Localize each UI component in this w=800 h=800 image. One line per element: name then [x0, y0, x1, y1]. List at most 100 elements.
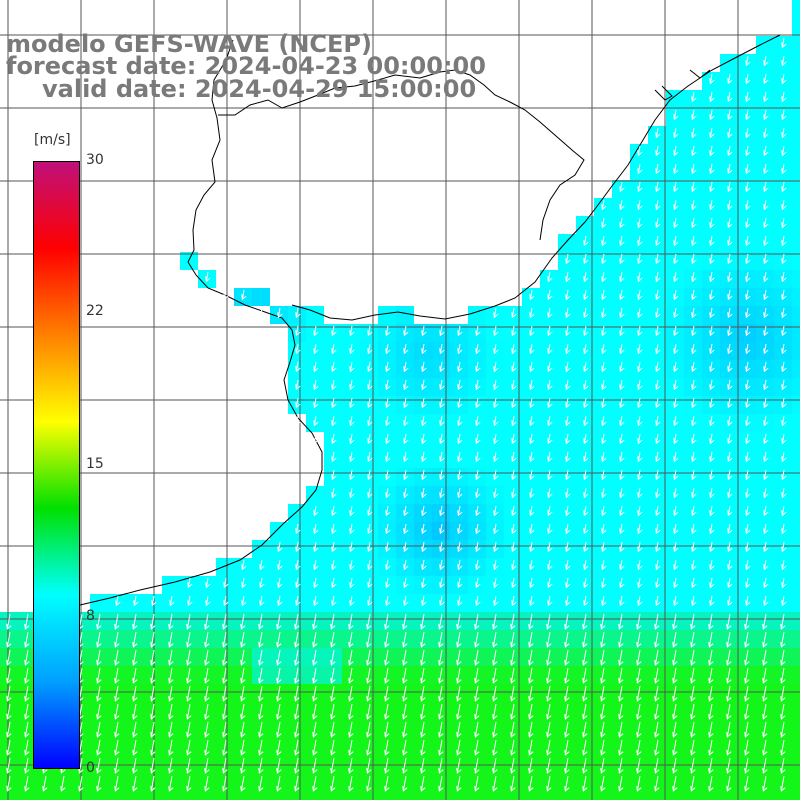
wind-arrow: [457, 325, 463, 337]
wind-arrow: [439, 577, 445, 589]
speed-cell: [162, 792, 180, 800]
wind-arrow: [709, 127, 715, 139]
wind-arrow: [618, 613, 624, 630]
wind-arrow: [619, 415, 625, 427]
wind-arrow: [781, 415, 787, 427]
wind-arrow: [438, 739, 444, 756]
wind-arrow: [492, 685, 498, 702]
wind-arrow: [421, 451, 427, 463]
wind-arrow: [727, 361, 733, 373]
wind-arrow: [709, 595, 715, 607]
wind-arrow: [295, 343, 301, 355]
wind-arrow: [24, 667, 30, 684]
wind-arrow: [727, 559, 733, 571]
wind-arrow: [475, 343, 481, 355]
wind-arrow: [691, 109, 697, 121]
wind-arrow: [114, 721, 120, 738]
wind-arrow: [763, 343, 769, 355]
wind-arrow: [600, 757, 606, 774]
wind-arrow: [673, 199, 679, 211]
wind-arrow: [709, 217, 715, 229]
wind-arrow: [294, 703, 300, 720]
wind-arrow: [600, 703, 606, 720]
wind-arrow: [546, 649, 552, 666]
wind-arrow: [637, 145, 643, 157]
wind-arrow: [637, 307, 643, 319]
wind-arrow: [168, 667, 174, 684]
wind-arrow: [240, 685, 246, 702]
wind-arrow: [511, 397, 517, 409]
wind-arrow: [763, 199, 769, 211]
wind-arrow: [348, 613, 354, 630]
wind-arrow: [96, 739, 102, 756]
wind-arrow: [186, 739, 192, 756]
wind-arrow: [583, 235, 589, 247]
wind-arrow: [348, 631, 354, 648]
wind-arrow: [403, 505, 409, 517]
wind-arrow: [763, 541, 769, 553]
wind-arrow: [726, 757, 732, 774]
wind-arrow: [637, 559, 643, 571]
wind-arrow: [727, 91, 733, 103]
wind-arrow: [439, 379, 445, 391]
wind-arrow: [330, 739, 336, 756]
wind-arrow: [637, 505, 643, 517]
wind-arrow: [186, 613, 192, 630]
wind-arrow: [673, 181, 679, 193]
wind-arrow: [456, 685, 462, 702]
wind-arrow: [744, 631, 750, 648]
wind-arrow: [529, 433, 535, 445]
wind-arrow: [168, 757, 174, 774]
wind-arrow: [510, 667, 516, 684]
wind-arrow: [618, 631, 624, 648]
wind-arrow: [745, 397, 751, 409]
wind-arrow: [259, 577, 265, 589]
wind-arrow: [745, 325, 751, 337]
speed-cell: [792, 72, 800, 90]
wind-arrow: [259, 559, 265, 571]
wind-arrow: [186, 685, 192, 702]
wind-arrow: [564, 613, 570, 630]
wind-arrow: [726, 685, 732, 702]
wind-arrow: [240, 667, 246, 684]
wind-arrow: [781, 37, 787, 49]
speed-cell: [504, 792, 522, 800]
wind-arrow: [564, 685, 570, 702]
wind-arrow: [655, 181, 661, 193]
wind-arrow: [637, 415, 643, 427]
wind-arrow: [763, 469, 769, 481]
wind-arrow: [727, 145, 733, 157]
wind-arrow: [690, 775, 696, 792]
wind-arrow: [727, 397, 733, 409]
wind-arrow: [781, 487, 787, 499]
wind-arrow: [708, 613, 714, 630]
wind-arrow: [403, 361, 409, 373]
wind-arrow: [294, 667, 300, 684]
wind-arrow: [421, 577, 427, 589]
wind-arrow: [709, 289, 715, 301]
wind-arrow: [402, 739, 408, 756]
wind-arrow: [367, 523, 373, 535]
wind-arrow: [240, 721, 246, 738]
wind-arrow: [780, 739, 786, 756]
wind-arrow: [313, 379, 319, 391]
wind-arrow: [475, 361, 481, 373]
wind-arrow: [709, 163, 715, 175]
wind-arrow: [780, 649, 786, 666]
wind-arrow: [132, 721, 138, 738]
wind-arrow: [6, 775, 12, 792]
wind-arrow: [241, 559, 247, 571]
wind-arrow: [294, 631, 300, 648]
wind-arrow: [439, 451, 445, 463]
wind-arrow: [529, 325, 535, 337]
wind-arrow: [258, 703, 264, 720]
wind-arrow: [691, 271, 697, 283]
wind-arrow: [313, 577, 319, 589]
wind-arrow: [691, 415, 697, 427]
wind-arrow: [457, 343, 463, 355]
wind-arrow: [583, 559, 589, 571]
wind-arrow: [186, 667, 192, 684]
wind-arrow: [655, 325, 661, 337]
wind-arrow: [565, 361, 571, 373]
wind-arrow: [601, 505, 607, 517]
